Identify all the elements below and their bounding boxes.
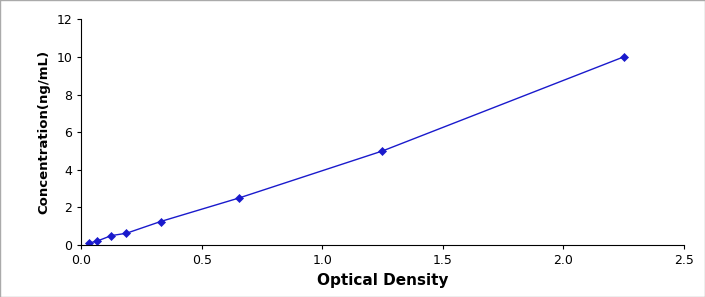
Y-axis label: Concentration(ng/mL): Concentration(ng/mL) — [37, 50, 51, 214]
X-axis label: Optical Density: Optical Density — [317, 273, 448, 287]
